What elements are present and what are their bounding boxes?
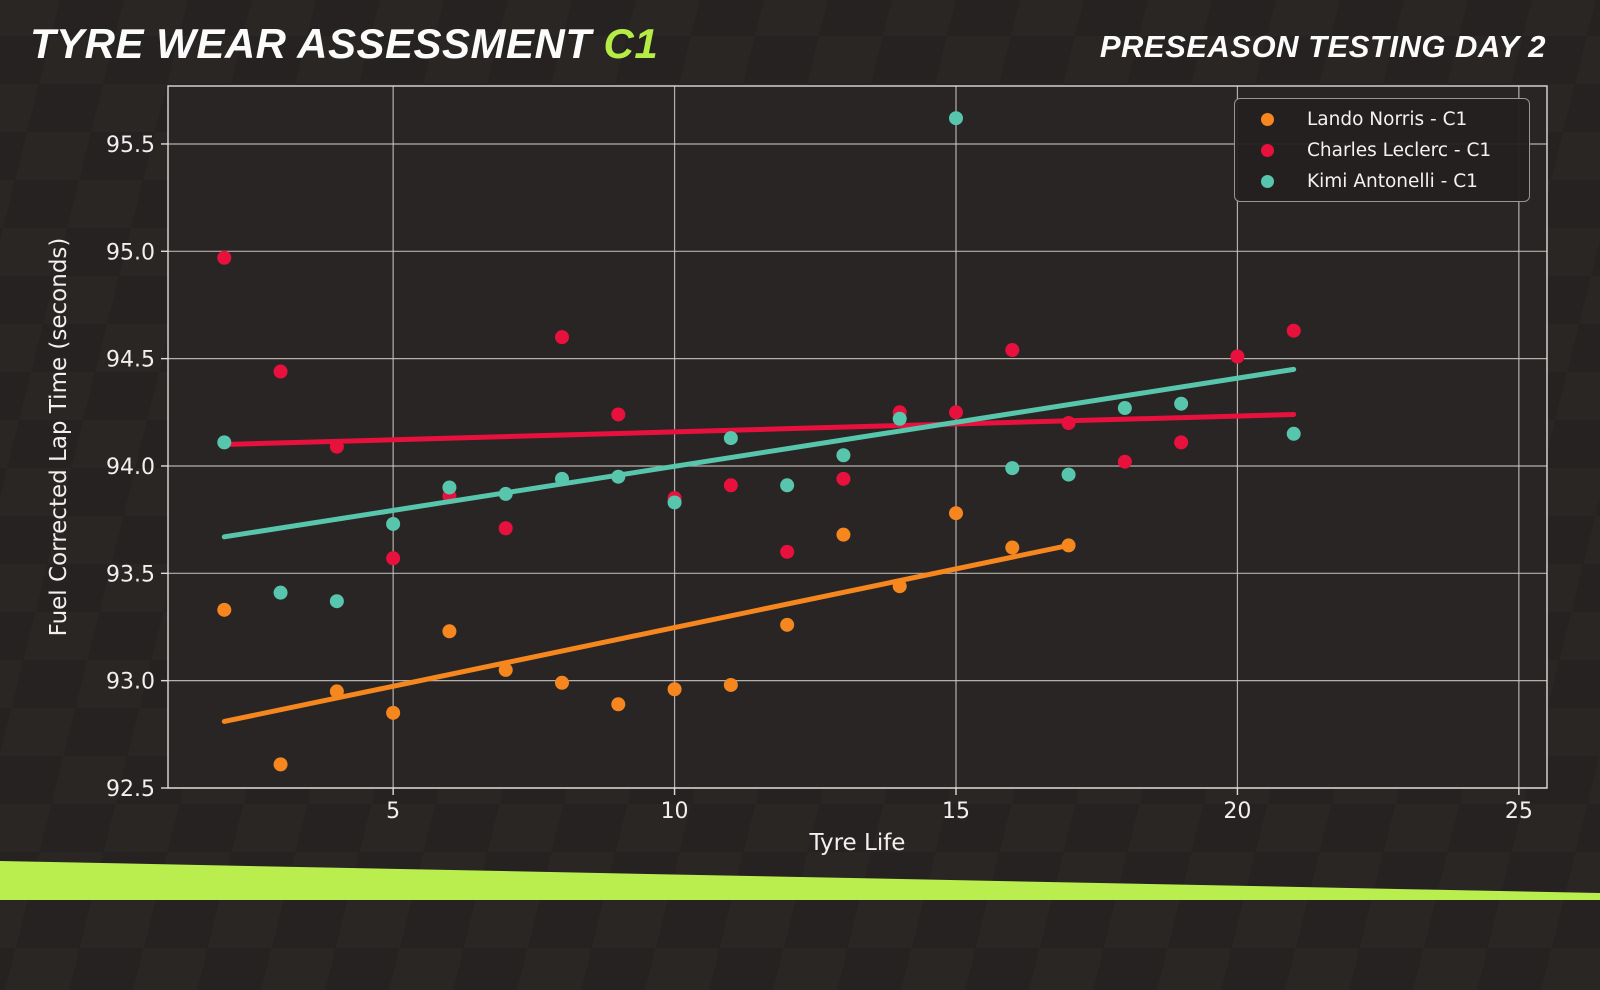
data-point-series-1	[555, 330, 569, 345]
data-point-series-0	[836, 527, 851, 542]
chart-legend: Lando Norris - C1 Charles Leclerc - C1 K…	[1234, 98, 1530, 202]
data-point-series-0	[498, 662, 513, 677]
data-point-series-1	[1117, 454, 1132, 469]
data-point-series-2	[1174, 396, 1189, 411]
data-point-series-0	[667, 682, 682, 697]
x-axis-label: Tyre Life	[809, 830, 906, 856]
trend-line-series-2	[221, 366, 1297, 540]
data-point-series-0	[442, 624, 457, 639]
data-point-series-0	[949, 506, 963, 521]
data-point-series-2	[1005, 461, 1020, 476]
x-tick-label: 5	[386, 799, 400, 824]
legend-item-antonelli: Kimi Antonelli - C1	[1255, 169, 1529, 193]
data-point-series-1	[1230, 349, 1245, 364]
data-point-series-0	[611, 697, 626, 712]
trend-line-series-0	[221, 542, 1072, 724]
data-point-series-1	[386, 551, 401, 566]
session-title: PRESEASON TESTING DAY 2	[1099, 29, 1546, 64]
norris-marker-icon	[1261, 112, 1274, 126]
y-tick-label: 93.0	[106, 670, 155, 695]
legend-label-leclerc: Charles Leclerc - C1	[1307, 139, 1492, 161]
page-title-main: TYRE WEAR ASSESSMENT	[30, 20, 592, 67]
page-title: TYRE WEAR ASSESSMENT C1	[30, 20, 658, 68]
data-point-series-1	[1005, 343, 1020, 358]
data-point-series-2	[1286, 426, 1301, 441]
data-point-series-1	[217, 250, 232, 265]
axes-spines	[167, 85, 1548, 789]
data-point-series-0	[217, 602, 232, 617]
y-tick-label: 95.5	[106, 133, 155, 158]
data-point-series-2	[667, 495, 682, 510]
x-tick-label: 10	[661, 799, 689, 824]
data-point-series-0	[1005, 540, 1020, 555]
data-point-series-1	[949, 405, 963, 420]
data-point-series-0	[386, 705, 401, 720]
y-axis-label: Fuel Corrected Lap Time (seconds)	[46, 238, 72, 637]
x-tick-label: 25	[1505, 799, 1533, 824]
data-point-series-2	[780, 478, 795, 493]
data-point-series-2	[1061, 467, 1076, 482]
y-tick-label: 94.0	[106, 455, 155, 480]
data-point-series-1	[273, 364, 288, 379]
data-point-series-2	[1117, 401, 1132, 416]
data-point-series-1	[723, 478, 738, 493]
data-point-series-0	[723, 677, 738, 692]
trend-line-series-1	[221, 411, 1297, 448]
y-tick-label: 92.5	[106, 777, 155, 802]
data-point-series-2	[723, 431, 738, 446]
legend-item-norris: Lando Norris - C1	[1255, 107, 1529, 131]
antonelli-marker-icon	[1261, 174, 1274, 188]
data-point-series-1	[611, 407, 626, 422]
page-title-compound: C1	[603, 20, 659, 67]
data-point-series-2	[949, 111, 963, 126]
data-point-series-0	[273, 757, 288, 772]
y-tick-label: 94.5	[106, 348, 155, 373]
data-point-series-1	[498, 521, 513, 536]
data-point-series-1	[1174, 435, 1189, 450]
data-point-series-2	[386, 516, 401, 531]
x-tick-label: 15	[942, 799, 970, 824]
y-tick-label: 95.0	[106, 240, 155, 265]
leclerc-marker-icon	[1261, 143, 1274, 157]
data-point-series-0	[780, 617, 795, 632]
data-point-series-2	[217, 435, 232, 450]
data-point-series-1	[836, 471, 851, 486]
x-tick-label: 20	[1223, 799, 1251, 824]
data-point-series-2	[836, 448, 851, 463]
data-point-series-1	[1286, 323, 1301, 338]
data-point-series-1	[780, 544, 795, 559]
legend-label-antonelli: Kimi Antonelli - C1	[1307, 170, 1478, 192]
data-point-series-2	[273, 585, 288, 600]
data-point-series-0	[555, 675, 569, 690]
data-point-series-2	[892, 411, 907, 426]
y-tick-label: 93.5	[106, 562, 155, 587]
legend-item-leclerc: Charles Leclerc - C1	[1255, 138, 1529, 162]
tyre-wear-chart: 5 10 15 20 25 92.5 93.0 93.5 94.0 94.5 95.0 95.5 Tyr…	[46, 85, 1548, 856]
data-point-series-2	[442, 480, 457, 495]
legend-label-norris: Lando Norris - C1	[1307, 108, 1468, 130]
data-point-series-2	[329, 594, 344, 609]
